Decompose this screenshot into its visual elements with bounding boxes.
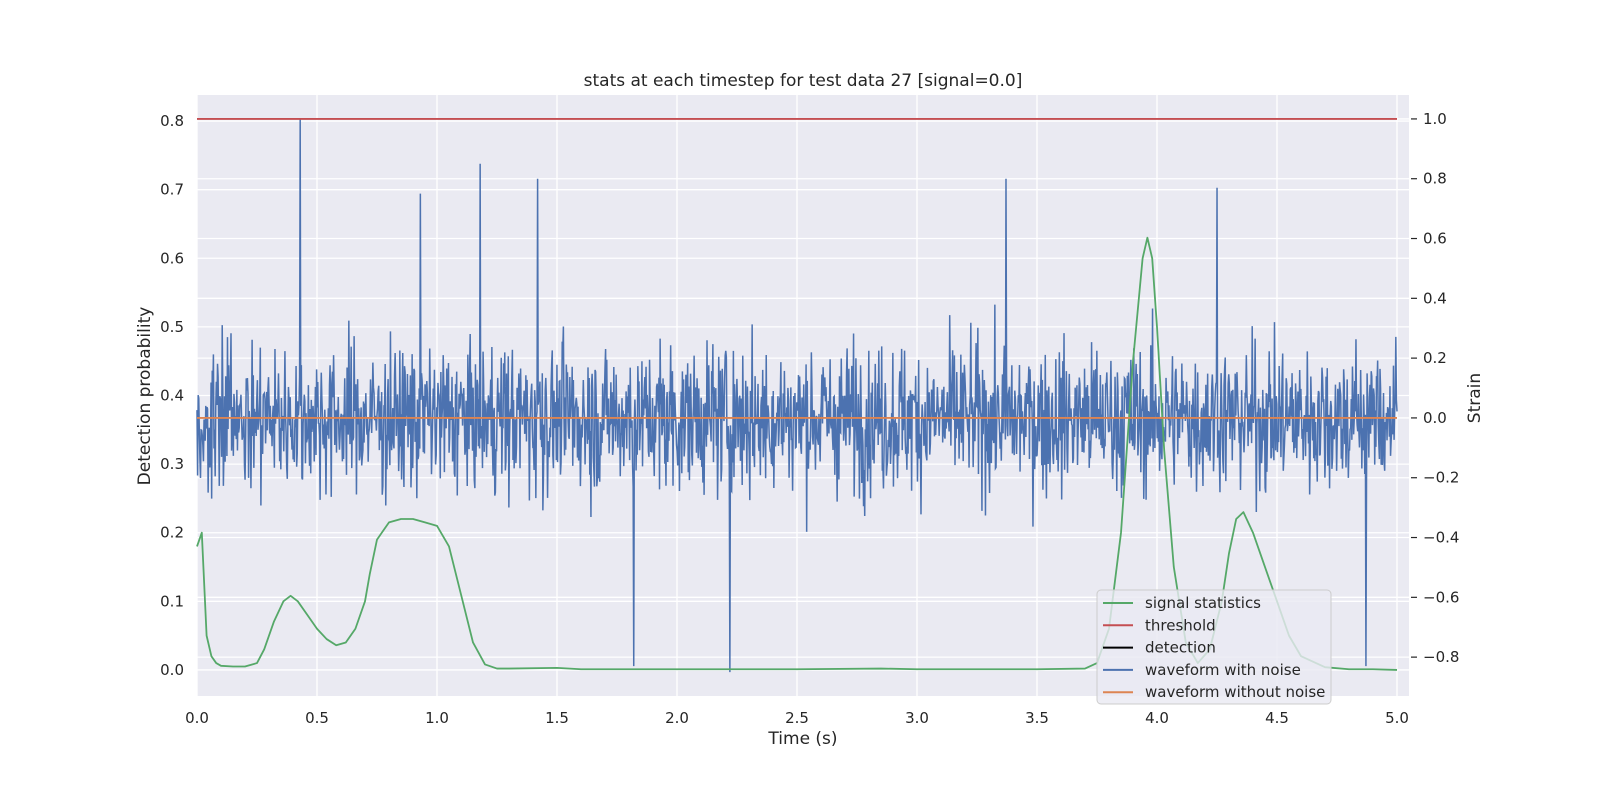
y2-tick-label: 0.6 (1423, 230, 1447, 248)
y-tick-label: 0.7 (160, 181, 184, 199)
y-tick-label: 0.0 (160, 661, 184, 679)
x-axis: 0.0 0.5 1.0 1.5 2.0 2.5 3.0 3.5 4.0 4.5 5.0 (185, 709, 1409, 727)
y-tick-label: 0.5 (160, 318, 184, 336)
x-tick-label: 1.5 (545, 709, 569, 727)
x-tick-label: 3.5 (1025, 709, 1049, 727)
y2-tick-label: −0.2 (1423, 469, 1459, 487)
y-tick-label: 0.1 (160, 592, 184, 610)
y2-tick-label: 0.2 (1423, 349, 1447, 367)
legend-label: threshold (1145, 616, 1216, 634)
legend-label: detection (1145, 639, 1216, 657)
x-tick-label: 3.0 (905, 709, 929, 727)
x-tick-label: 2.0 (665, 709, 689, 727)
y-axis-left: 0.0 0.1 0.2 0.3 0.4 0.5 0.6 0.7 0.8 (160, 112, 184, 679)
y-axis-right: −0.8 −0.6 −0.4 −0.2 0.0 0.2 0.4 0.6 0.8 1.0 (1411, 110, 1459, 666)
x-tick-label: 2.5 (785, 709, 809, 727)
legend: signal statistics threshold detection wavef… (1097, 590, 1331, 704)
y2-tick-label: 0.0 (1423, 409, 1447, 427)
y2-tick-label: 0.8 (1423, 170, 1447, 188)
y2-tick-label: −0.4 (1423, 529, 1459, 547)
x-tick-label: 5.0 (1385, 709, 1409, 727)
x-tick-label: 0.0 (185, 709, 209, 727)
y2-tick-label: 0.4 (1423, 289, 1447, 307)
x-tick-label: 4.0 (1145, 709, 1169, 727)
y-tick-label: 0.8 (160, 112, 184, 130)
y-tick-label: 0.3 (160, 455, 184, 473)
x-tick-label: 1.0 (425, 709, 449, 727)
y2-tick-label: −0.6 (1423, 588, 1459, 606)
y-tick-label: 0.4 (160, 387, 184, 405)
y2-tick-label: 1.0 (1423, 110, 1447, 128)
y2-axis-label: Strain (1465, 373, 1485, 423)
y-axis-label: Detection probability (135, 307, 155, 486)
chart-title: stats at each timestep for test data 27 … (584, 71, 1023, 91)
legend-label: signal statistics (1145, 594, 1261, 612)
x-axis-label: Time (s) (767, 729, 837, 749)
y-tick-label: 0.2 (160, 524, 184, 542)
y2-tick-label: −0.8 (1423, 648, 1459, 666)
legend-label: waveform without noise (1145, 683, 1325, 701)
x-tick-label: 0.5 (305, 709, 329, 727)
legend-label: waveform with noise (1145, 661, 1301, 679)
x-tick-label: 4.5 (1265, 709, 1289, 727)
y-tick-label: 0.6 (160, 249, 184, 267)
